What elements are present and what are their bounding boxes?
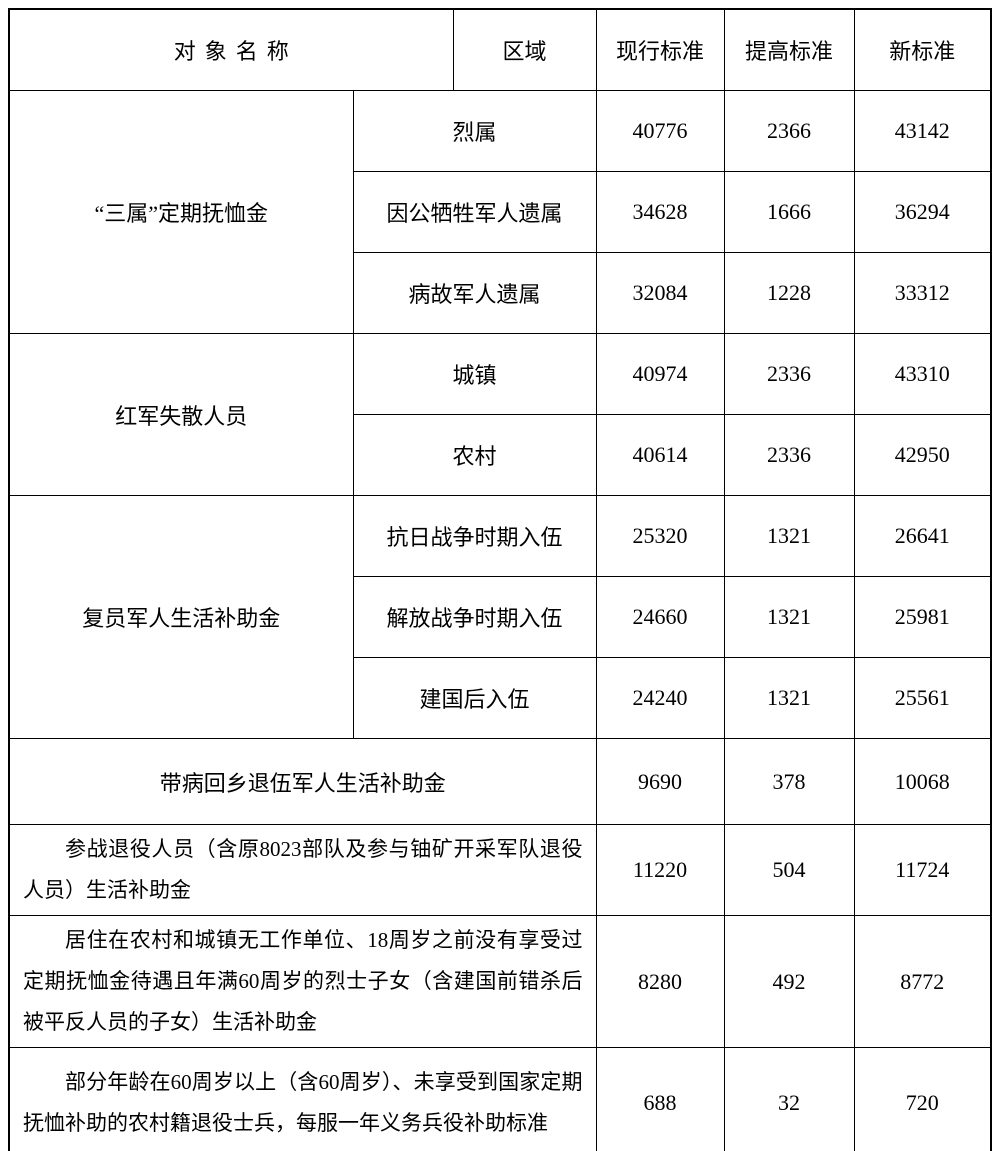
group-name-sanshu: “三属”定期抚恤金 (8, 90, 354, 334)
cell-new: 43142 (853, 90, 992, 172)
cell-new: 8772 (853, 915, 992, 1048)
table-row: 农村 40614 2336 42950 (9, 414, 992, 496)
full-row-name: 带病回乡退伍军人生活补助金 (8, 738, 597, 825)
cell-new: 25561 (853, 657, 992, 739)
table-row: 居住在农村和城镇无工作单位、18周岁之前没有享受过定期抚恤金待遇且年满60周岁的… (8, 915, 992, 1048)
cell-current: 24240 (595, 657, 725, 739)
sub-name: 农村 (352, 414, 597, 496)
cell-current: 40614 (595, 414, 725, 496)
cell-raise: 2336 (723, 414, 855, 496)
cell-raise: 1321 (723, 576, 855, 658)
cell-raise: 1321 (723, 657, 855, 739)
cell-current: 34628 (595, 171, 725, 253)
table-row: 建国后入伍 24240 1321 25561 (9, 657, 992, 739)
cell-current: 25320 (595, 495, 725, 577)
cell-current: 9690 (595, 738, 725, 825)
header-region: 区域 (452, 8, 597, 91)
cell-raise: 504 (723, 824, 855, 916)
cell-new: 43310 (853, 333, 992, 415)
sub-name: 病故军人遗属 (352, 252, 597, 334)
sub-name: 抗日战争时期入伍 (352, 495, 597, 577)
cell-raise: 1321 (723, 495, 855, 577)
cell-current: 8280 (595, 915, 725, 1048)
cell-new: 26641 (853, 495, 992, 577)
cell-new: 42950 (853, 414, 992, 496)
cell-current: 688 (595, 1047, 725, 1151)
cell-raise: 1228 (723, 252, 855, 334)
group-name-hongjun: 红军失散人员 (8, 333, 354, 496)
header-object-name: 对象名称 (8, 8, 454, 91)
cell-current: 40974 (595, 333, 725, 415)
table-row: 红军失散人员 城镇 40974 2336 43310 (8, 333, 992, 496)
cell-new: 36294 (853, 171, 992, 253)
header-current-standard: 现行标准 (595, 8, 725, 91)
group-name-fuyuan: 复员军人生活补助金 (8, 495, 354, 739)
table-row: 病故军人遗属 32084 1228 33312 (9, 252, 992, 334)
cell-current: 11220 (595, 824, 725, 916)
cell-raise: 2366 (723, 90, 855, 172)
cell-new: 33312 (853, 252, 992, 334)
cell-raise: 492 (723, 915, 855, 1048)
cell-new: 720 (853, 1047, 992, 1151)
table-row: 复员军人生活补助金 抗日战争时期入伍 25320 1321 26641 (8, 495, 992, 739)
table-row: 带病回乡退伍军人生活补助金 9690 378 10068 (8, 738, 992, 825)
full-row-name: 部分年龄在60周岁以上（含60周岁）、未享受到国家定期抚恤补助的农村籍退役士兵，… (8, 1047, 597, 1151)
sub-name: 因公牺牲军人遗属 (352, 171, 597, 253)
full-row-name: 居住在农村和城镇无工作单位、18周岁之前没有享受过定期抚恤金待遇且年满60周岁的… (8, 915, 597, 1048)
sub-name: 建国后入伍 (352, 657, 597, 739)
full-row-name: 参战退役人员（含原8023部队及参与铀矿开采军队退役人员）生活补助金 (8, 824, 597, 916)
cell-raise: 1666 (723, 171, 855, 253)
cell-current: 40776 (595, 90, 725, 172)
table-row: “三属”定期抚恤金 烈属 40776 2366 43142 (8, 90, 992, 334)
table-row: 参战退役人员（含原8023部队及参与铀矿开采军队退役人员）生活补助金 11220… (8, 824, 992, 916)
cell-raise: 32 (723, 1047, 855, 1151)
header-raise-standard: 提高标准 (723, 8, 855, 91)
benefit-standards-table: 对象名称 区域 现行标准 提高标准 新标准 “三属”定期抚恤金 烈属 40776… (8, 8, 993, 1151)
cell-current: 24660 (595, 576, 725, 658)
cell-raise: 378 (723, 738, 855, 825)
table-row: 解放战争时期入伍 24660 1321 25981 (9, 576, 992, 658)
sub-name: 烈属 (352, 90, 597, 172)
sub-name: 城镇 (352, 333, 597, 415)
sub-name: 解放战争时期入伍 (352, 576, 597, 658)
cell-new: 10068 (853, 738, 992, 825)
table-row: 部分年龄在60周岁以上（含60周岁）、未享受到国家定期抚恤补助的农村籍退役士兵，… (8, 1047, 992, 1151)
cell-new: 25981 (853, 576, 992, 658)
header-new-standard: 新标准 (853, 8, 992, 91)
cell-current: 32084 (595, 252, 725, 334)
cell-raise: 2336 (723, 333, 855, 415)
cell-new: 11724 (853, 824, 992, 916)
header-row: 对象名称 区域 现行标准 提高标准 新标准 (8, 8, 992, 91)
